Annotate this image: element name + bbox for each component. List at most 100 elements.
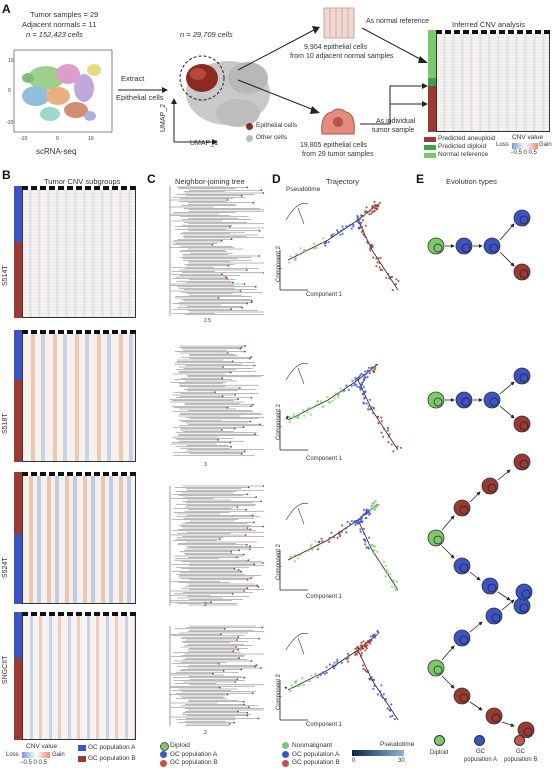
traj-cell (358, 227, 361, 230)
traj-cell (290, 687, 293, 690)
traj-cell (397, 279, 400, 283)
sample-label-3: S524T (2, 557, 9, 578)
traj-cell (360, 651, 363, 655)
traj-cell (289, 690, 292, 693)
legend-aneuploid: Predicted aneuploid (438, 135, 496, 142)
evo-node (513, 597, 531, 615)
tree-tip (235, 556, 238, 559)
traj-cell (310, 674, 313, 677)
scale-ticks-a: −0.5 0 0.5 (510, 150, 537, 156)
legend-e-b-1: GC (516, 749, 525, 755)
traj-cell (360, 221, 363, 224)
loss-b: Loss (6, 752, 19, 758)
loss-a: Loss (496, 142, 509, 148)
traj-cell (362, 640, 365, 643)
sample-label-2: S518T (2, 413, 9, 434)
tree-tip (226, 277, 229, 280)
tree-tip (245, 269, 248, 271)
tree-tip (237, 398, 239, 401)
cnv-value-b: CNV value (26, 743, 58, 750)
evo-arrow (441, 645, 455, 661)
tree-tip (258, 229, 261, 232)
traj-cell (363, 376, 366, 379)
traj-cell (386, 573, 389, 576)
b1-label-wrap: S514T (2, 186, 12, 318)
legend-diploid: Predicted diploid (438, 143, 487, 150)
legend-b-b: GC population B (88, 755, 136, 762)
traj-cell (319, 400, 322, 403)
tree-tip (234, 681, 237, 683)
as-normal-reference: As normal reference (366, 18, 430, 25)
traj-cell (336, 660, 339, 663)
traj-cell (284, 686, 287, 689)
traj-cell (381, 696, 384, 699)
tree-tip (226, 199, 229, 201)
traj-cell (369, 512, 372, 515)
traj-cell (363, 379, 366, 382)
tree-tip (233, 427, 236, 430)
traj-cell (392, 581, 396, 584)
panel-e-letter: E (416, 172, 425, 186)
scrna-umap: 10 0 -10 -10 0 10 (6, 48, 116, 144)
tree-tip (262, 192, 264, 194)
traj-cell (357, 521, 360, 524)
traj-cell (324, 244, 327, 247)
nj-trees: 2.5 3 2 2 (169, 186, 264, 736)
legend-diploid-swatch (424, 145, 436, 150)
panel-b-title: Tumor CNV subgroups (44, 177, 121, 186)
evo-arrow (497, 591, 511, 601)
traj-cell (338, 534, 342, 538)
traj-cell (328, 401, 331, 404)
traj-cell (386, 707, 389, 710)
traj-cell (347, 657, 350, 660)
traj-cell (376, 550, 379, 553)
traj-cell (372, 687, 375, 690)
sample-label-1: S514T (2, 265, 9, 286)
tree-tip (220, 239, 223, 242)
gain-b: Gain (52, 752, 65, 758)
traj-cell (365, 647, 368, 650)
traj-cell (361, 384, 364, 387)
traj-cell (309, 413, 312, 416)
traj-cell (370, 639, 373, 642)
traj-cell (285, 417, 288, 420)
traj-cell (331, 399, 334, 402)
traj-cell (315, 403, 318, 406)
traj-cell (316, 548, 319, 551)
d4-component1: Component 1 (306, 722, 343, 728)
traj-cell (392, 579, 395, 582)
evo-arrow (499, 223, 515, 241)
traj-cell (289, 420, 292, 424)
tree-tip (223, 627, 226, 630)
tree-tip (228, 723, 231, 725)
b4-pop-b-bar (14, 658, 22, 740)
tree-tip (246, 711, 249, 714)
evo-node (427, 391, 445, 409)
pseudotime-label: Pseudotime (286, 186, 321, 193)
traj-cell (380, 431, 383, 434)
traj-cell (365, 509, 368, 512)
tree-tip (243, 450, 246, 452)
tumor-cells-line2: from 29 tumor samples (302, 151, 374, 158)
traj-cell (375, 265, 378, 268)
cnv-bar-diploid (428, 78, 436, 86)
traj-cell (377, 422, 380, 425)
tree-tip (237, 569, 240, 571)
evo-node (485, 707, 503, 725)
traj-cell (368, 639, 371, 642)
traj-cell (330, 531, 333, 534)
legend-e-diploid-icon (434, 735, 445, 746)
tree-tip (258, 255, 261, 257)
tree-tip (249, 545, 252, 548)
tree-tip (210, 601, 212, 604)
tree-tip (249, 528, 252, 531)
evo-node (513, 263, 531, 281)
extract-arrow (118, 86, 168, 94)
evo-node (517, 721, 535, 738)
cnv-heatmap (436, 30, 550, 132)
legend-d-a: GC population A (292, 751, 340, 758)
traj-cell (373, 684, 376, 687)
tree-tip (246, 714, 249, 717)
traj-cell (367, 547, 370, 550)
tree-tip (218, 538, 221, 541)
